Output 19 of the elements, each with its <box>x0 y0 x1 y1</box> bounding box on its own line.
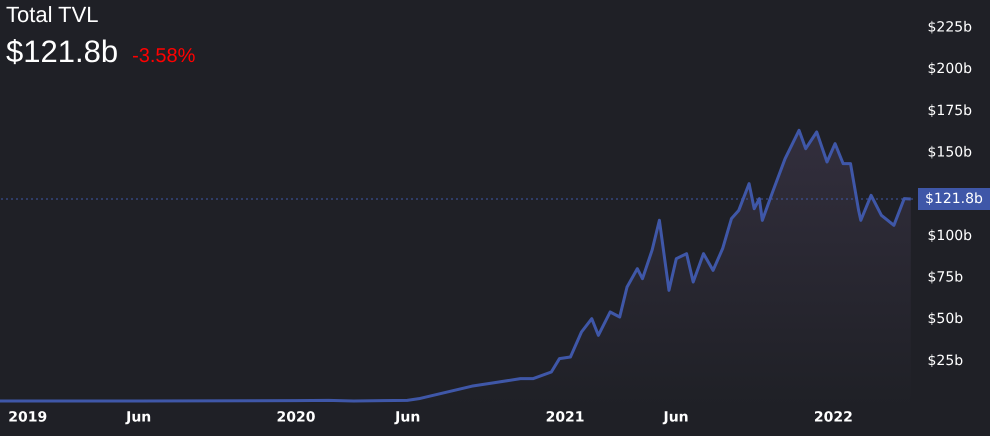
y-tick-label: $50b <box>928 311 964 328</box>
x-tick-label: Jun <box>394 410 420 426</box>
y-tick-label: $150b <box>928 144 972 160</box>
annotation: -3.58% <box>132 45 196 68</box>
x-tick-label: Jun <box>662 410 689 426</box>
y-tick-label: $25b <box>928 352 964 369</box>
chart-title: Total TVL <box>6 2 100 28</box>
x-tick-label: 2022 <box>814 410 853 426</box>
y-tick-label: $225b <box>928 20 972 36</box>
y-tick-label: $100b <box>928 228 972 244</box>
y-tick-label: $200b <box>928 61 972 78</box>
x-tick-label: 2021 <box>546 410 585 426</box>
y-tick-label: $175b <box>928 102 972 119</box>
y-tick-label: $75b <box>928 270 964 286</box>
x-tick-label: 2019 <box>8 410 48 426</box>
ref-line-label: $121.8b <box>925 191 983 207</box>
text: $121.8b <box>6 34 118 70</box>
x-tick-label: Jun <box>125 410 152 426</box>
x-tick-label: 2020 <box>276 410 316 426</box>
